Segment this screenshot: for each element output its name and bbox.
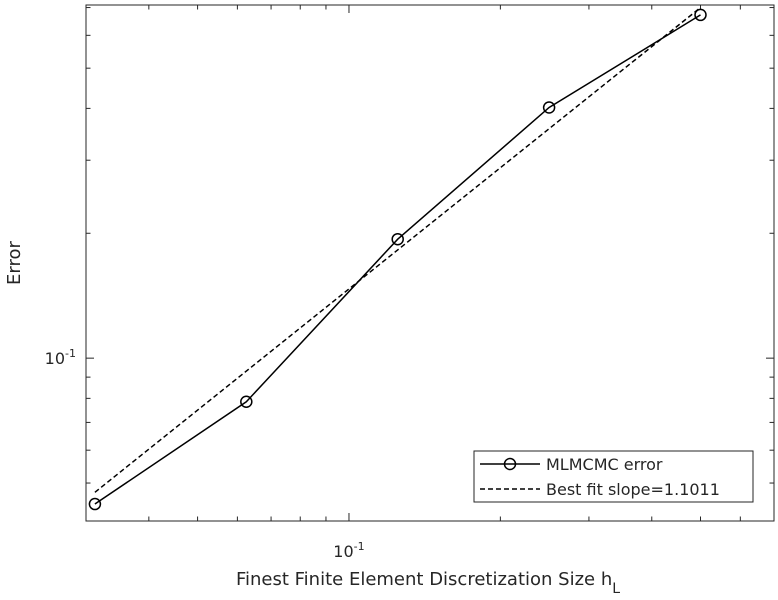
x-tick-label: 10-1 (333, 540, 364, 561)
legend-label-mlmcmc: MLMCMC error (546, 455, 663, 474)
plot-area (85, 4, 775, 522)
data-point (391, 232, 404, 246)
ticks-layer (85, 5, 774, 521)
legend-marker-circle (503, 457, 517, 471)
y-tick-label: 10-1 (45, 347, 76, 368)
legend-box (473, 450, 754, 503)
tick-labels-layer: 10-1 10-1 (45, 347, 365, 561)
legend: MLMCMC error Best fit slope=1.1011 (473, 450, 754, 503)
legend-label-bestfit: Best fit slope=1.1011 (546, 480, 720, 499)
series-line-0 (94, 14, 701, 505)
y-axis-label: Error (4, 240, 25, 284)
series-line-1 (94, 6, 701, 493)
data-point (542, 101, 556, 114)
x-axis-label: Finest Finite Element Discretization Siz… (236, 569, 620, 597)
series-layer (88, 6, 707, 511)
x-axis-label-main: Finest Finite Element Discretization Siz… (236, 569, 612, 590)
data-point (88, 497, 102, 511)
data-point (240, 395, 253, 409)
x-axis-label-subscript: L (612, 581, 620, 597)
data-point (694, 8, 707, 22)
